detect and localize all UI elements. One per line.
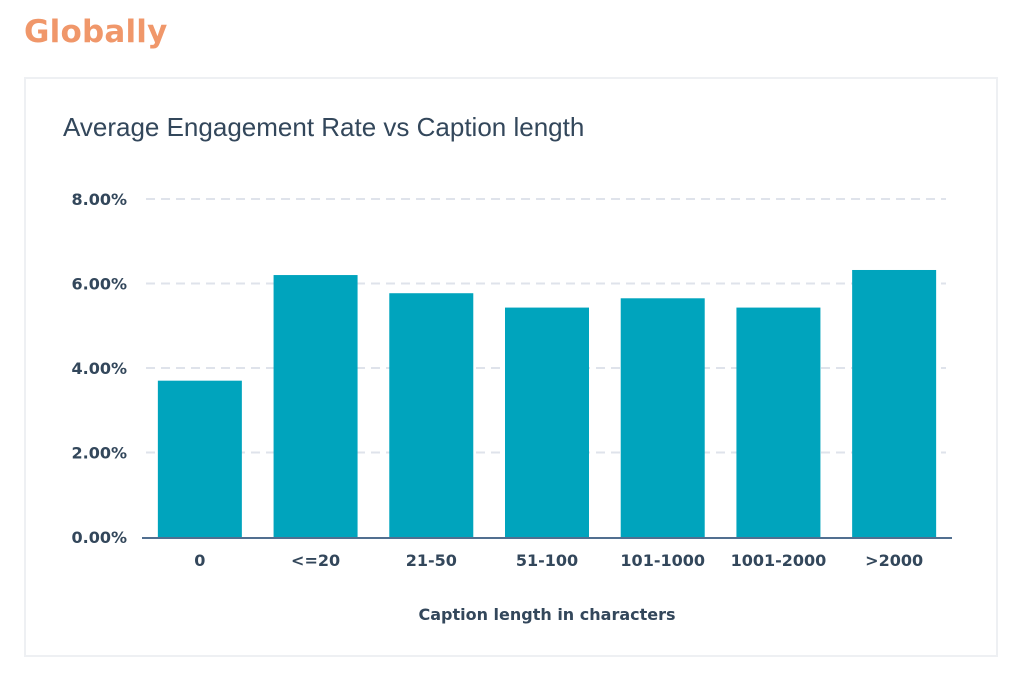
x-tick-label: 101-1000 — [620, 551, 705, 570]
bar — [273, 275, 358, 537]
page-heading: Globally — [24, 14, 168, 50]
y-tick-label: 4.00% — [71, 359, 127, 378]
x-tick-label: 1001-2000 — [731, 551, 827, 570]
bar — [505, 307, 589, 537]
x-tick-label: 0 — [194, 551, 205, 570]
x-tick-label: <=20 — [291, 551, 340, 570]
y-axis-ticks: 0.00% 2.00% 4.00% 6.00% 8.00% — [71, 190, 127, 547]
y-tick-label: 8.00% — [71, 190, 127, 209]
bar — [736, 307, 821, 537]
x-axis-ticks: 0 <=20 21-50 51-100 101-1000 1001-2000 >2000 — [194, 551, 923, 570]
bar — [852, 269, 937, 537]
bars — [157, 269, 937, 537]
y-tick-label: 0.00% — [71, 528, 127, 547]
y-tick-label: 6.00% — [71, 275, 127, 294]
x-tick-label: 51-100 — [516, 551, 578, 570]
x-tick-label: >2000 — [865, 551, 923, 570]
x-tick-label: 21-50 — [406, 551, 457, 570]
x-axis-title: Caption length in characters — [418, 605, 675, 624]
chart-title: Average Engagement Rate vs Caption lengt… — [63, 112, 585, 142]
y-tick-label: 2.00% — [71, 444, 127, 463]
bar — [389, 293, 474, 537]
bar — [157, 380, 242, 537]
bar — [620, 298, 705, 537]
